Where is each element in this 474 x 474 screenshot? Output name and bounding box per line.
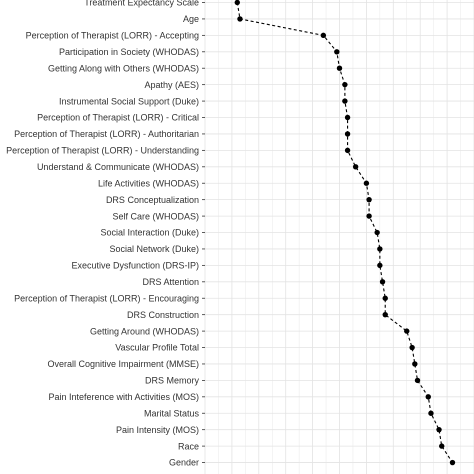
data-point [363,180,370,186]
data-point [382,295,388,301]
series-points [234,0,456,466]
y-tick-label: DRS Attention [142,277,199,287]
y-tick-label: Pain Inteference with Activities (MOS) [48,392,199,402]
data-point [352,164,359,170]
data-point [320,32,327,39]
y-tick-label: Pain Intensity (MOS) [116,425,199,435]
y-tick-label: Executive Dysfunction (DRS-IP) [71,261,199,271]
data-point [436,426,442,433]
data-point [409,344,415,351]
data-point [382,311,388,318]
data-point [366,213,372,219]
data-point [344,131,351,137]
y-tick-label: Getting Along with Others (WHODAS) [48,63,199,73]
y-tick-label: Treatment Expectancy Scale [84,0,199,8]
series-dashed-line [236,2,453,463]
data-point [379,279,386,285]
y-tick-label: Self Care (WHODAS) [112,211,199,221]
data-point [342,81,348,88]
y-axis-tick-labels: Treatment Expectancy Scale Age Perception … [6,0,205,468]
y-tick-label: Vascular Profile Total [115,343,199,353]
grid-lines [204,0,474,474]
data-point [377,246,383,252]
data-point [439,443,445,449]
data-point [374,229,380,236]
y-tick-label: Perception of Therapist (LORR) - Authori… [14,129,199,139]
data-point [412,361,418,367]
y-tick-label: DRS Memory [145,376,200,386]
data-point [234,0,240,6]
data-point [342,98,348,104]
data-point [334,49,340,55]
y-tick-label: Perception of Therapist (LORR) - Critica… [37,113,199,123]
y-tick-label: Getting Around (WHODAS) [90,326,199,336]
data-point [404,328,410,334]
data-point [449,459,456,466]
y-tick-label: Apathy (AES) [144,80,199,90]
y-tick-label: DRS Construction [127,310,199,320]
data-point [237,16,243,22]
y-tick-label: Instrumental Social Support (Duke) [59,96,199,106]
y-tick-label: Marital Status [144,408,200,418]
y-tick-label: Overall Cognitive Impairment (MMSE) [47,359,199,369]
y-tick-label: DRS Conceptualization [106,195,199,205]
y-tick-label: Participation in Society (WHODAS) [59,47,199,57]
data-point [336,65,343,71]
y-tick-label: Race [178,441,199,451]
y-tick-label: Life Activities (WHODAS) [98,178,199,188]
y-tick-label: Age [183,14,199,24]
y-tick-label: Gender [169,458,199,468]
y-tick-label: Social Interaction (Duke) [100,228,199,238]
data-point [414,377,421,384]
data-point [366,196,372,203]
y-tick-label: Perception of Therapist (LORR) - Encoura… [14,293,199,303]
y-tick-label: Perception of Therapist (LORR) - Accepti… [26,31,199,41]
data-point [425,394,431,400]
data-point [428,410,434,416]
y-tick-label: Perception of Therapist (LORR) - Underst… [6,146,199,156]
y-tick-label: Understand & Communicate (WHODAS) [37,162,199,172]
y-tick-label: Social Network (Duke) [109,244,199,254]
data-point [344,147,351,154]
data-point [344,114,351,121]
data-point [377,262,383,269]
